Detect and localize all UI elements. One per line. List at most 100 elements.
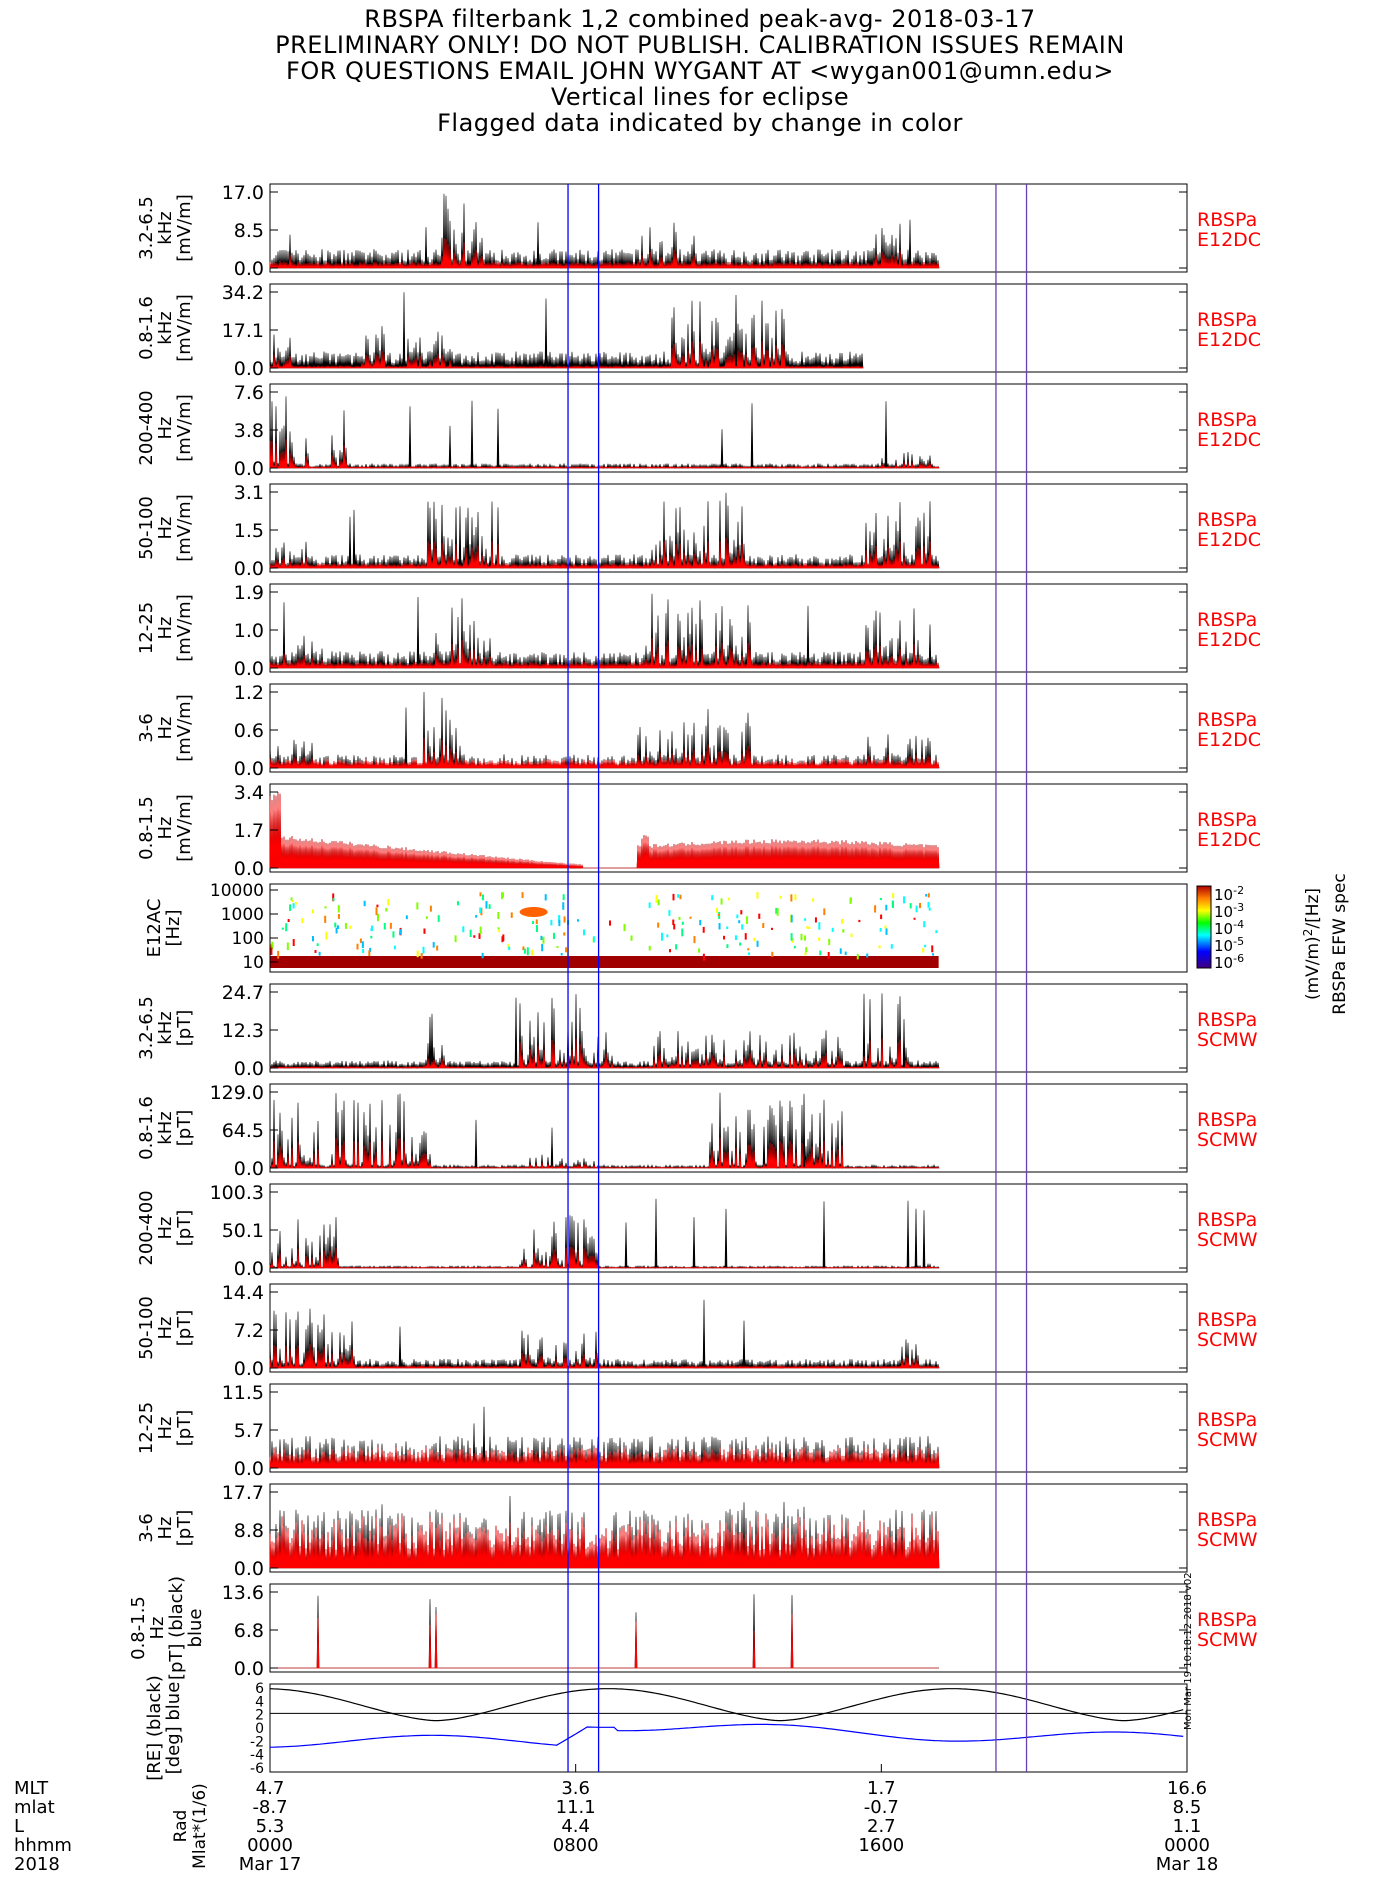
spectrogram-cell — [376, 904, 379, 908]
spectrogram-cell — [923, 921, 926, 928]
spectrogram-cell — [681, 928, 684, 937]
spectrogram-cell — [311, 909, 314, 914]
y-axis-label: [pT] — [174, 1410, 195, 1446]
colorbar-label-tail: /[Hz] — [1303, 888, 1323, 929]
spectrogram-cell — [669, 949, 672, 953]
y-axis-label: [pT] — [174, 1110, 195, 1146]
y-tick-label: 0.0 — [234, 858, 264, 880]
spectrogram-cell — [839, 948, 842, 954]
spectrogram-cell — [392, 931, 395, 938]
instrument-label: RBSPa — [1197, 1609, 1257, 1631]
colorbar-tick-label: 10-6 — [1214, 952, 1244, 972]
spectrogram-cell — [479, 907, 482, 914]
panel-b3 — [269, 1183, 1188, 1273]
spectrogram-cell — [436, 945, 439, 951]
spectrogram-cell — [879, 927, 882, 932]
spectrogram-cell — [523, 948, 526, 954]
avg-trace — [269, 439, 940, 470]
spectrogram-cell — [531, 920, 534, 925]
y-axis-label: [pT] — [174, 1310, 195, 1346]
y-tick-label: 129.0 — [210, 1082, 264, 1104]
y-tick-label: 24.7 — [222, 982, 264, 1004]
x-tick-label: 16.6 — [1167, 1778, 1207, 1799]
peak-trace — [269, 292, 864, 369]
y-axis-label: Hz — [155, 617, 176, 640]
x-tick-label: -8.7 — [252, 1797, 287, 1818]
spectrogram-cell — [800, 933, 803, 941]
peak-trace — [269, 993, 940, 1070]
spectrogram-cell — [375, 907, 378, 916]
spectrogram-cell — [804, 935, 807, 941]
y-axis-label: Hz — [155, 417, 176, 440]
y-axis-label: kHz — [155, 1111, 176, 1144]
colorbar-label: (mV/m)2/[Hz] — [1301, 888, 1323, 1000]
y-axis-label: 3-6 — [136, 713, 157, 742]
spectrogram-cell — [738, 920, 741, 924]
spectrogram-cell — [655, 895, 658, 903]
y-tick-label: 8.5 — [234, 220, 264, 242]
y-tick-label: 0.0 — [234, 1358, 264, 1380]
radius-line — [269, 1688, 1184, 1722]
instrument-label: SCMW — [1197, 1329, 1258, 1351]
spectrogram-cell — [475, 915, 478, 918]
y-tick-label: 50.1 — [222, 1220, 264, 1242]
spectrogram-cell — [880, 914, 883, 920]
spectrogram-cell — [556, 946, 559, 949]
spectrogram-cell — [558, 919, 561, 927]
instrument-label: RBSPa — [1197, 709, 1257, 731]
y-axis-label: 0.8-1.5 — [128, 1596, 149, 1660]
y-tick-label: 14.4 — [222, 1282, 264, 1304]
y-axis-label: Hz — [147, 1617, 168, 1640]
spectrogram-cell — [790, 894, 793, 902]
avg-trace — [269, 238, 940, 270]
spectrogram-cell — [462, 926, 465, 933]
spectrogram-cell — [804, 918, 807, 921]
panel-frame — [269, 583, 1188, 673]
y-axis-label: [deg] blue — [163, 1682, 184, 1775]
spectrogram-cell — [332, 898, 335, 901]
y-axis-label: [mV/m] — [174, 694, 195, 762]
spectrogram-cell — [294, 902, 297, 905]
avg-trace — [269, 537, 940, 570]
panel-b7 — [269, 1583, 1188, 1673]
spectrogram-cell — [497, 927, 500, 930]
instrument-label: E12DC — [1197, 729, 1261, 751]
y-tick-label: 0.0 — [234, 558, 264, 580]
avg-trace — [270, 1613, 939, 1669]
spectrogram-cell — [479, 892, 482, 897]
instrument-label: SCMW — [1197, 1129, 1258, 1151]
instrument-label: RBSPa — [1197, 1309, 1257, 1331]
orbit-axis-label: Mlat*(1/6) — [190, 1783, 210, 1869]
y-axis-label: [Hz] — [163, 909, 184, 946]
spectrogram-cell — [728, 897, 731, 901]
spectrogram-cell — [544, 894, 547, 901]
spectrogram-cell — [739, 942, 742, 946]
spectrogram-cell — [756, 940, 759, 947]
y-axis-label: [mV/m] — [174, 294, 195, 362]
spectrogram-cell — [726, 926, 729, 929]
spectrogram-cell — [270, 947, 273, 955]
avg-trace — [269, 1137, 940, 1170]
spectrogram-cell — [932, 953, 935, 956]
instrument-label: RBSPa — [1197, 1209, 1257, 1231]
panel-e1 — [269, 183, 1188, 273]
spectrogram-cell — [399, 931, 402, 935]
x-tick-label: -0.7 — [864, 1797, 899, 1818]
spectrogram-cell — [770, 927, 773, 930]
spectrogram-cell — [422, 946, 425, 954]
spectrogram-cell — [497, 911, 500, 919]
spectrogram-cell — [827, 951, 830, 959]
avg-trace — [269, 1514, 940, 1569]
instrument-label: RBSPa — [1197, 509, 1257, 531]
spectrogram-cell — [890, 944, 893, 949]
spectrogram-cell — [370, 925, 373, 932]
spectrogram-cell — [456, 901, 459, 906]
y-tick-label: 17.7 — [222, 1482, 264, 1504]
spectrogram-cell — [502, 892, 505, 898]
spectrogram-cell — [740, 910, 743, 915]
spectrogram-cell — [521, 892, 524, 898]
avg-trace — [269, 1038, 940, 1070]
y-tick-label: -4 — [250, 1748, 264, 1764]
spectrogram-cell — [931, 945, 934, 953]
spectrogram-cell — [454, 935, 457, 943]
